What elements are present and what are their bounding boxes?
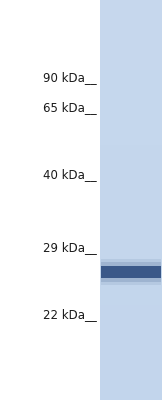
Bar bbox=[100, 225, 162, 230]
Text: 90 kDa__: 90 kDa__ bbox=[43, 72, 97, 84]
Bar bbox=[101, 262, 161, 282]
Bar bbox=[100, 45, 162, 50]
Bar bbox=[100, 25, 162, 30]
Bar bbox=[100, 80, 162, 85]
Bar bbox=[101, 259, 161, 285]
Bar bbox=[100, 10, 162, 15]
Bar bbox=[100, 370, 162, 375]
Bar bbox=[100, 355, 162, 360]
Bar bbox=[100, 270, 162, 275]
Bar bbox=[100, 315, 162, 320]
Bar bbox=[100, 165, 162, 170]
Bar bbox=[100, 130, 162, 135]
Bar bbox=[100, 390, 162, 395]
Bar bbox=[100, 20, 162, 25]
Bar bbox=[100, 140, 162, 145]
Bar bbox=[100, 365, 162, 370]
Bar bbox=[100, 375, 162, 380]
Text: 65 kDa__: 65 kDa__ bbox=[43, 102, 97, 114]
Bar bbox=[100, 100, 162, 105]
Bar bbox=[100, 310, 162, 315]
Bar bbox=[100, 40, 162, 45]
Text: 29 kDa__: 29 kDa__ bbox=[43, 242, 97, 254]
Bar bbox=[100, 70, 162, 75]
Bar bbox=[100, 15, 162, 20]
Bar bbox=[100, 395, 162, 400]
Bar bbox=[100, 115, 162, 120]
Bar bbox=[100, 75, 162, 80]
Bar bbox=[100, 300, 162, 305]
Bar bbox=[100, 320, 162, 325]
Bar bbox=[100, 175, 162, 180]
Bar bbox=[100, 120, 162, 125]
Bar bbox=[100, 185, 162, 190]
Bar bbox=[100, 235, 162, 240]
Bar bbox=[100, 60, 162, 65]
Bar bbox=[100, 295, 162, 300]
Bar bbox=[100, 240, 162, 245]
Bar bbox=[100, 5, 162, 10]
Bar bbox=[100, 170, 162, 175]
Bar bbox=[100, 155, 162, 160]
Bar bbox=[100, 245, 162, 250]
Bar bbox=[100, 110, 162, 115]
Bar bbox=[100, 345, 162, 350]
Bar bbox=[100, 135, 162, 140]
Bar bbox=[100, 285, 162, 290]
Bar bbox=[100, 250, 162, 255]
Bar bbox=[100, 360, 162, 365]
Bar bbox=[100, 230, 162, 235]
Bar bbox=[100, 35, 162, 40]
Bar bbox=[100, 55, 162, 60]
Bar bbox=[100, 205, 162, 210]
Bar bbox=[100, 65, 162, 70]
Bar bbox=[100, 180, 162, 185]
Bar bbox=[100, 90, 162, 95]
Bar bbox=[100, 210, 162, 215]
Bar bbox=[100, 190, 162, 195]
Bar bbox=[100, 50, 162, 55]
Bar bbox=[100, 195, 162, 200]
Bar bbox=[100, 330, 162, 335]
Bar bbox=[100, 85, 162, 90]
Bar bbox=[100, 30, 162, 35]
Bar bbox=[100, 260, 162, 265]
Bar bbox=[100, 145, 162, 150]
Bar bbox=[100, 0, 162, 400]
Bar bbox=[100, 265, 162, 270]
Bar bbox=[100, 200, 162, 205]
Bar bbox=[100, 350, 162, 355]
Text: 22 kDa__: 22 kDa__ bbox=[43, 308, 97, 322]
Bar bbox=[100, 125, 162, 130]
Bar bbox=[100, 280, 162, 285]
Bar bbox=[100, 340, 162, 345]
Bar bbox=[100, 290, 162, 295]
Bar bbox=[100, 0, 162, 5]
Bar bbox=[100, 255, 162, 260]
Bar bbox=[101, 266, 161, 278]
Bar bbox=[100, 220, 162, 225]
Bar bbox=[100, 160, 162, 165]
Bar bbox=[100, 150, 162, 155]
Bar bbox=[100, 215, 162, 220]
Bar bbox=[100, 325, 162, 330]
Bar bbox=[100, 380, 162, 385]
Text: 40 kDa__: 40 kDa__ bbox=[43, 168, 97, 182]
Bar bbox=[100, 95, 162, 100]
Bar bbox=[100, 385, 162, 390]
Bar bbox=[100, 305, 162, 310]
Bar bbox=[100, 275, 162, 280]
Bar bbox=[100, 105, 162, 110]
Bar bbox=[100, 335, 162, 340]
